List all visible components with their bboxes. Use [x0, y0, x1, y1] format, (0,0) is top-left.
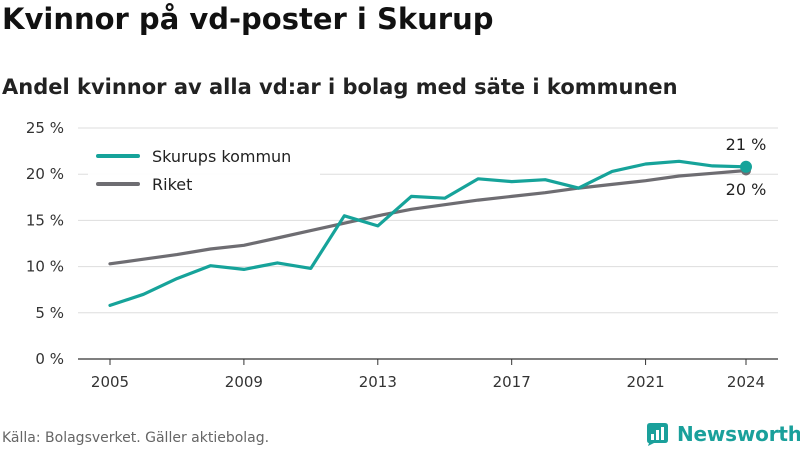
- x-tick-label: 2005: [91, 373, 129, 391]
- end-point-skurup: [740, 160, 752, 173]
- end-label-skurup: 21 %: [726, 135, 767, 154]
- legend: Skurups kommun Riket: [88, 142, 320, 202]
- y-tick-label: 15 %: [26, 211, 64, 229]
- end-label-riket: 20 %: [726, 180, 767, 199]
- x-tick-label: 2013: [359, 373, 397, 391]
- page-title: Kvinnor på vd-poster i Skurup: [2, 2, 494, 36]
- bar-chart-bubble-icon: [647, 423, 668, 446]
- brand-logo: Newsworthy: [644, 421, 800, 447]
- y-tick-label: 10 %: [26, 258, 64, 276]
- series-line-skurup: [108, 159, 748, 307]
- series-lines: [108, 159, 752, 307]
- x-tick-label: 2017: [493, 373, 531, 391]
- series-line-riket: [108, 168, 748, 266]
- y-tick-label: 0 %: [35, 350, 64, 368]
- end-labels: 21 % 20 %: [726, 135, 767, 199]
- y-axis: 0 % 5 % 10 % 15 % 20 % 25 %: [26, 119, 64, 368]
- x-tick-label: 2009: [225, 373, 263, 391]
- source-note: Källa: Bolagsverket. Gäller aktiebolag.: [2, 430, 270, 446]
- y-tick-label: 25 %: [26, 119, 64, 137]
- brand-name: Newsworthy: [677, 422, 800, 446]
- x-tick-label: 2021: [626, 373, 664, 391]
- line-chart: 0 %5 %10 %15 %20 %25 % 2005 2009 2013 2017 2…: [26, 119, 778, 391]
- legend-background: [88, 142, 320, 202]
- y-tick-label: 5 %: [35, 304, 64, 322]
- legend-item-skurup-label: Skurups kommun: [152, 147, 291, 166]
- x-tick-label: 2024: [727, 373, 765, 391]
- y-tick-label: 20 %: [26, 165, 64, 183]
- x-axis: 2005 2009 2013 2017 2021 2024: [91, 359, 765, 391]
- chart-subtitle: Andel kvinnor av alla vd:ar i bolag med …: [2, 75, 678, 99]
- legend-item-riket-label: Riket: [152, 175, 192, 194]
